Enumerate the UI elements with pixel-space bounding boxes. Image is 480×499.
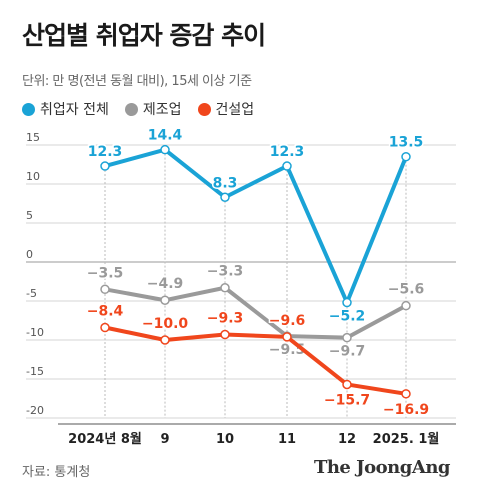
data-point: [100, 322, 110, 333]
x-tick-label: 10: [216, 432, 234, 447]
data-point: [282, 332, 292, 342]
data-point: [160, 335, 170, 345]
x-tick-label: 11: [278, 432, 296, 447]
data-label: −9.7: [329, 344, 366, 360]
legend-swatch-total: [22, 102, 35, 116]
data-label: −9.3: [207, 311, 244, 327]
data-label: 12.3: [88, 144, 123, 160]
brand-logo: The JoongAng: [313, 457, 451, 478]
data-label: −5.2: [329, 309, 366, 325]
data-label: −3.5: [87, 265, 124, 281]
legend-swatch-construction: [197, 102, 211, 116]
series-line-2: [103, 325, 408, 396]
legend-label-total: 취업자 전체: [40, 102, 109, 118]
data-label: −15.7: [324, 392, 370, 408]
y-tick-label: -5: [26, 287, 37, 300]
data-point: [342, 379, 352, 390]
data-point: [100, 161, 110, 171]
y-tick-label: -20: [26, 404, 44, 417]
x-tick-label: 2025. 1월: [373, 431, 440, 447]
data-label: 12.3: [270, 144, 305, 160]
data-point: [342, 297, 352, 308]
data-point: [401, 300, 411, 311]
data-point: [342, 332, 352, 343]
legend-item-manufacturing: 제조업: [124, 99, 182, 119]
data-label: −10.0: [142, 316, 189, 332]
unit-note: 단위: 만 명(전년 동월 대비), 15세 이상 기준: [22, 74, 252, 89]
data-label: 13.5: [389, 135, 424, 151]
y-tick-label: 0: [26, 248, 33, 261]
data-point: [220, 329, 230, 340]
data-point: [100, 284, 110, 295]
x-tick-label: 2024년 8월: [68, 431, 142, 447]
data-point: [160, 295, 170, 305]
legend-swatch-manufacturing: [124, 102, 138, 116]
data-label: −8.4: [87, 304, 124, 320]
x-tick-label: 9: [160, 432, 169, 447]
y-tick-label: -15: [26, 365, 44, 378]
legend-item-construction: 건설업: [197, 99, 255, 119]
data-label: −9.6: [269, 313, 306, 329]
series-line-0: [103, 147, 408, 305]
data-label: −16.9: [383, 402, 429, 418]
data-label: −3.3: [207, 264, 244, 280]
data-point: [401, 151, 411, 162]
data-point: [220, 282, 230, 293]
chart-title: 산업별 취업자 증감 추이: [22, 21, 266, 50]
series-line-1: [103, 285, 408, 340]
legend-item-total: 취업자 전체: [22, 99, 109, 119]
data-label: 8.3: [213, 175, 238, 191]
x-tick-label: 12: [338, 432, 356, 447]
data-label: −5.6: [388, 282, 425, 298]
data-label: 14.4: [148, 128, 183, 144]
data-point: [282, 161, 292, 171]
legend-label-manufacturing: 제조업: [142, 102, 182, 118]
legend-label-construction: 건설업: [215, 102, 255, 118]
data-label: −4.9: [147, 276, 184, 292]
data-point: [401, 389, 411, 399]
y-tick-label: -10: [26, 326, 44, 339]
y-tick-label: 5: [26, 209, 33, 222]
y-tick-label: 10: [26, 170, 40, 183]
data-point: [160, 144, 170, 155]
y-tick-label: 15: [26, 131, 40, 144]
data-point: [220, 192, 230, 203]
legend: 취업자 전체 제조업 건설업: [22, 99, 254, 119]
source-note: 자료: 통계청: [22, 465, 91, 480]
